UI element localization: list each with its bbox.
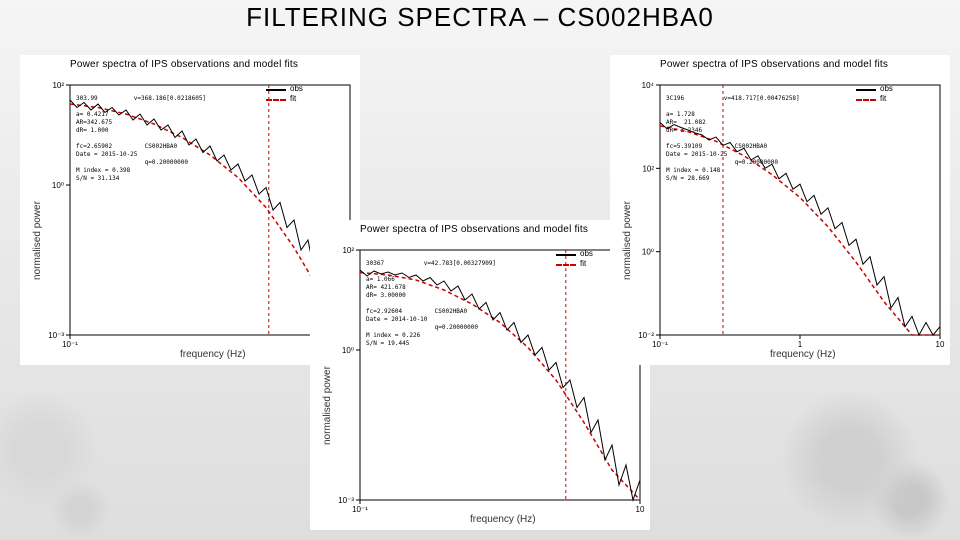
x-tick-label: 1 (798, 340, 803, 349)
chart-panel-p2: Power spectra of IPS observations and mo… (310, 220, 650, 530)
y-tick-label: 10⁻³ (48, 331, 64, 340)
x-tick-label: 10⁻¹ (352, 505, 368, 514)
obs-curve (70, 100, 350, 325)
chart-panel-p1: Power spectra of IPS observations and mo… (20, 55, 360, 365)
obs-curve (660, 123, 940, 336)
slide-title: FILTERING SPECTRA – CS002HBA0 (0, 2, 960, 33)
y-tick-label: 10⁰ (52, 181, 64, 190)
y-tick-label: 10⁻² (638, 331, 654, 340)
x-tick-label: 10 (936, 340, 945, 349)
y-tick-label: 10⁰ (342, 346, 354, 355)
chart-svg: 1010⁻¹10⁰10²10⁻³ (20, 55, 360, 365)
chart-svg: 1 10 10⁻¹ 10⁰ 10² 10⁴ 10⁻² (610, 55, 950, 365)
fit-curve (660, 126, 940, 335)
x-tick-label: 10⁻¹ (652, 340, 668, 349)
obs-curve (360, 270, 640, 500)
chart-svg: 10 10⁻¹ 10⁰ 10² 10⁻³ (310, 220, 650, 530)
y-tick-label: 10² (642, 164, 654, 173)
y-tick-label: 10² (342, 246, 354, 255)
y-tick-label: 10² (52, 81, 64, 90)
x-tick-label: 10⁻¹ (62, 340, 78, 349)
y-tick-label: 10⁴ (642, 81, 655, 90)
fit-curve (70, 104, 350, 335)
y-tick-label: 10⁻³ (338, 496, 354, 505)
chart-panel-p3: Power spectra of IPS observations and mo… (610, 55, 950, 365)
y-tick-label: 10⁰ (642, 248, 654, 257)
fit-curve (360, 273, 640, 501)
axes-box (360, 250, 640, 500)
axes-box (70, 85, 350, 335)
x-tick-label: 10 (636, 505, 645, 514)
